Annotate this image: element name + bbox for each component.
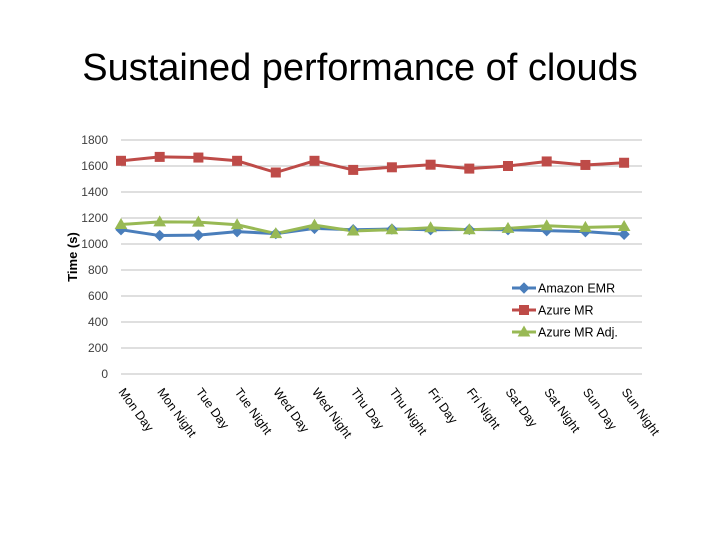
- legend-item: Azure MR: [512, 304, 594, 318]
- data-point: [617, 219, 631, 231]
- x-tick-label: Fri Day: [425, 386, 460, 427]
- legend-swatch-marker: [518, 282, 530, 294]
- data-point: [579, 220, 592, 232]
- data-point: [154, 151, 165, 162]
- y-tick-label: 200: [88, 341, 108, 355]
- data-point: [308, 218, 321, 230]
- data-point: [270, 167, 281, 178]
- y-tick-label: 1800: [81, 133, 108, 147]
- data-point: [348, 164, 359, 175]
- x-tick-label: Thu Day: [348, 386, 388, 433]
- data-point: [541, 156, 552, 167]
- data-point: [464, 163, 475, 174]
- x-tick-label: Tue Night: [232, 386, 275, 438]
- data-point: [425, 159, 436, 170]
- data-point: [193, 152, 204, 163]
- data-point: [346, 224, 360, 236]
- x-tick-label: Fri Night: [464, 386, 503, 433]
- y-tick-label: 0: [101, 367, 108, 381]
- data-point: [153, 229, 166, 242]
- data-point: [385, 223, 399, 235]
- series-line: [120, 220, 625, 236]
- x-tick-label: Sun Night: [619, 386, 663, 439]
- data-point: [386, 162, 397, 173]
- x-tick-label: Mon Day: [116, 386, 157, 435]
- data-point: [580, 159, 591, 170]
- data-point: [424, 221, 437, 233]
- data-point: [192, 229, 205, 241]
- x-tick-label: Wed Day: [270, 386, 312, 436]
- series-line: [120, 155, 625, 174]
- data-point: [116, 155, 126, 166]
- data-point: [114, 218, 128, 229]
- data-point: [230, 218, 244, 230]
- legend-item: Amazon EMR: [512, 282, 615, 296]
- data-point: [192, 215, 205, 227]
- data-point: [309, 155, 320, 166]
- data-point: [540, 219, 554, 231]
- data-point: [619, 157, 630, 168]
- x-tick-label: Thu Night: [386, 386, 429, 438]
- legend-label: Azure MR: [538, 304, 594, 318]
- y-tick-label: 1200: [81, 211, 108, 225]
- y-tick-label: 1400: [81, 185, 108, 199]
- data-point: [269, 227, 283, 239]
- y-tick-label: 600: [88, 289, 108, 303]
- data-point: [618, 228, 630, 240]
- legend-item: Azure MR Adj.: [512, 326, 618, 340]
- data-point: [153, 215, 167, 227]
- x-tick-label: Sun Day: [580, 386, 620, 434]
- data-point: [232, 155, 243, 166]
- y-tick-label: 1000: [81, 237, 108, 251]
- legend-label: Azure MR Adj.: [538, 326, 618, 340]
- legend-swatch-marker: [519, 305, 529, 315]
- data-point: [462, 223, 476, 235]
- data-point: [501, 221, 515, 233]
- x-tick-label: Sat Day: [503, 386, 541, 431]
- data-point: [503, 161, 513, 171]
- legend-label: Amazon EMR: [538, 282, 615, 296]
- slide-title: Sustained performance of clouds: [82, 47, 638, 89]
- x-tick-label: Mon Night: [154, 386, 199, 441]
- x-tick-label: Sat Night: [541, 386, 583, 436]
- x-tick-label: Tue Day: [193, 386, 232, 433]
- y-tick-label: 800: [88, 263, 108, 277]
- y-tick-label: 1600: [81, 159, 108, 173]
- y-tick-label: 400: [88, 315, 108, 329]
- legend-swatch-marker: [517, 325, 531, 337]
- y-axis-title: Time (s): [65, 232, 80, 282]
